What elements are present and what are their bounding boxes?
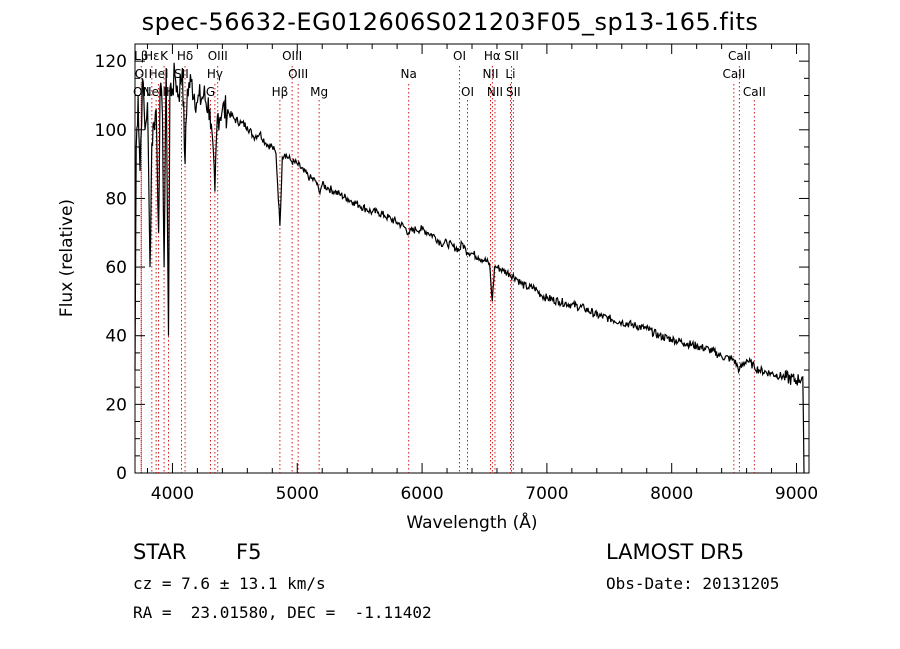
y-tick-label: 40 <box>105 327 127 347</box>
line-marker-label: Hδ <box>177 49 193 63</box>
y-tick-label: 80 <box>105 189 127 209</box>
x-tick-label: 4000 <box>151 484 194 504</box>
axis-ticks: 4000 5000 6000 7000 8000 9000 0 20 40 60 80 100 120 <box>95 44 818 504</box>
line-marker-label: SII <box>504 49 519 63</box>
line-marker-label: NII <box>482 67 498 81</box>
line-marker-label: Hα <box>484 49 501 63</box>
y-axis-label: Flux (relative) <box>57 199 77 317</box>
line-marker-label: Hβ <box>272 85 289 99</box>
y-tick-label: 120 <box>95 52 127 72</box>
line-marker-label: OI <box>453 49 466 63</box>
line-marker-label: Li <box>505 67 515 81</box>
spectrum-line <box>134 62 805 474</box>
x-tick-label: 5000 <box>276 484 319 504</box>
line-marker-label: Lβ <box>134 49 148 63</box>
line-marker-label: NeIII <box>143 85 170 99</box>
x-tick-label: 7000 <box>525 484 568 504</box>
redshift-velocity: cz = 7.6 ± 13.1 km/s <box>133 574 326 593</box>
line-marker-label: NII <box>487 85 503 99</box>
line-marker-label: HeI <box>149 67 169 81</box>
y-tick-label: 60 <box>105 258 127 278</box>
line-marker-label: Hγ <box>207 67 223 81</box>
line-marker-label: OIII <box>288 67 308 81</box>
line-marker-label: K <box>160 49 169 63</box>
x-tick-label: 6000 <box>400 484 443 504</box>
line-marker-label: OIII <box>208 49 228 63</box>
object-class: STAR <box>133 540 187 564</box>
x-tick-label: 9000 <box>775 484 818 504</box>
survey-name: LAMOST DR5 <box>606 540 745 564</box>
line-marker-label: CaII <box>743 85 766 99</box>
x-axis-label: Wavelength (Å) <box>406 511 537 533</box>
line-marker-label: OI <box>461 85 474 99</box>
chart-title: spec-56632-EG012606S021203F05_sp13-165.f… <box>141 8 759 36</box>
ra-dec-coordinates: RA = 23.01580, DEC = -1.11402 <box>133 603 432 622</box>
line-markers: LβOIOIIHεHeINeIIIKHHδSIIOIIIHγGOIIIOIIIH… <box>133 49 766 473</box>
y-tick-label: 20 <box>105 395 127 415</box>
line-marker-label: SII <box>506 85 521 99</box>
line-marker-label: Hε <box>144 49 160 63</box>
observation-date: Obs-Date: 20131205 <box>606 574 780 593</box>
line-marker-label: CaII <box>722 67 745 81</box>
object-subclass: F5 <box>236 540 262 564</box>
line-marker-label: CaII <box>728 49 751 63</box>
line-marker-label: G <box>206 85 215 99</box>
line-marker-label: OIII <box>282 49 302 63</box>
plot-frame <box>134 43 810 474</box>
line-marker-label: Na <box>401 67 417 81</box>
y-tick-label: 100 <box>95 121 127 141</box>
line-marker-label: OI <box>135 67 148 81</box>
line-marker-label: H <box>164 85 173 99</box>
line-marker-label: Mg <box>310 85 328 99</box>
x-tick-label: 8000 <box>650 484 693 504</box>
y-tick-label: 0 <box>116 464 127 484</box>
